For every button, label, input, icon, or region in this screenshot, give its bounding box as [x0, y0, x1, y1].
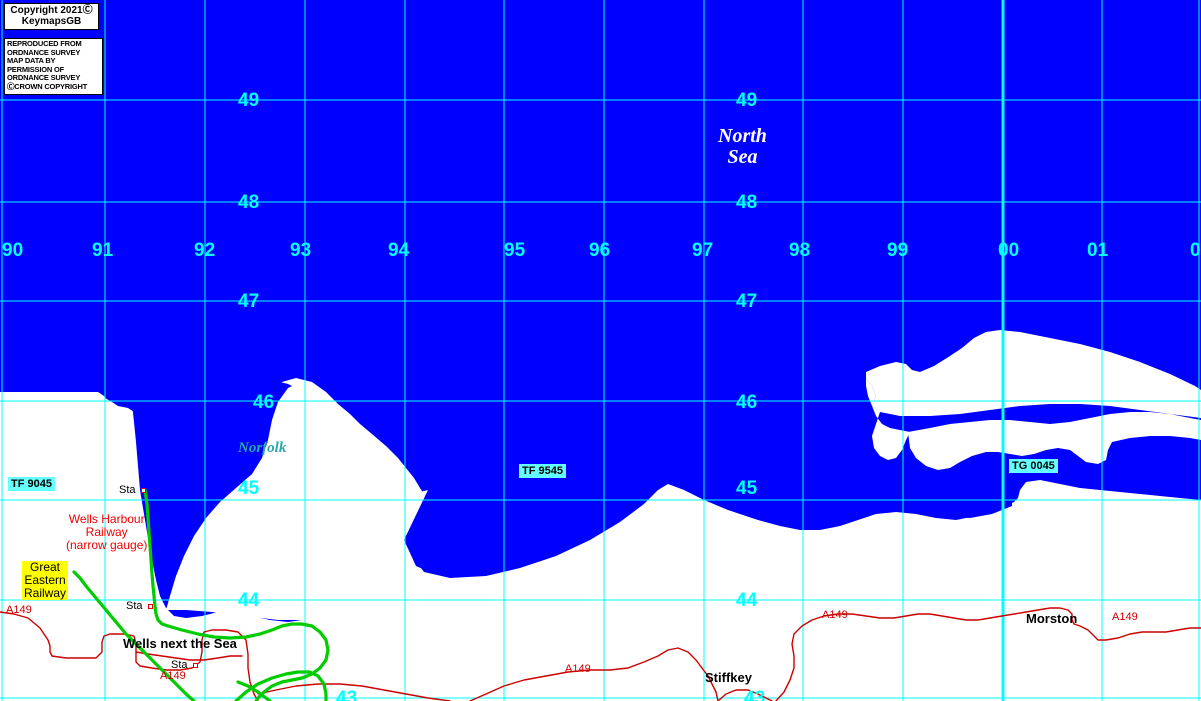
station-marker-icon-0[interactable] — [141, 488, 146, 493]
sandbank-south-lower — [1018, 488, 1201, 520]
road-label-a149-3[interactable]: A149 — [822, 609, 848, 621]
northing-label-44-11: 44 — [736, 590, 758, 611]
railway-wells-spur — [234, 670, 328, 701]
railways — [72, 488, 330, 701]
railway-label-line-0: Great — [30, 560, 61, 574]
railway-wells-spur2 — [236, 680, 272, 701]
easting-label-94-4: 94 — [388, 240, 410, 261]
railway-label-text: Wells Harbour Railway (narrow gauge) — [66, 513, 147, 552]
grid-reference-tg-0045[interactable]: TG 0045 — [1009, 456, 1058, 474]
station-marker-icon-2[interactable] — [193, 663, 198, 668]
sandbank-east-tail — [866, 378, 910, 460]
os-permission-line-2: MAP DATA BY — [7, 56, 56, 66]
northing-label-45-9: 45 — [736, 478, 758, 499]
station-label-0: Sta — [119, 484, 136, 496]
sea-name-line-1: Sea — [727, 146, 758, 168]
easting-label-01-11: 01 — [1087, 240, 1109, 261]
grid-reference-text: TF 9045 — [8, 477, 55, 491]
station-label-1: Sta — [126, 600, 143, 612]
northing-label-44-10: 44 — [238, 590, 260, 611]
os-permission-box: REPRODUCED FROM ORDNANCE SURVEY MAP DATA… — [4, 38, 103, 95]
copyright-box: Copyright 2021Ⓒ KeymapsGB — [4, 3, 99, 30]
station-marker-icon-1[interactable] — [148, 604, 153, 609]
railway-label-great-eastern-railway[interactable]: Great Eastern Railway — [22, 560, 69, 600]
station-label-2: Sta — [171, 659, 188, 671]
easting-label-97-7: 97 — [692, 240, 714, 261]
town-label-morston[interactable]: Morston — [1026, 611, 1078, 626]
railway-label-text: Great Eastern Railway — [22, 560, 69, 600]
county-name-label: Norfolk — [238, 440, 287, 456]
railway-label-line-2: (narrow gauge) — [66, 538, 148, 552]
os-permission-line-4: ORDNANCE SURVEY — [7, 73, 81, 83]
northing-label-46-7: 46 — [736, 392, 758, 413]
os-permission-line-3: PERMISSION OF — [7, 64, 64, 74]
northing-label-43-12: 43 — [336, 688, 358, 701]
sandbank-east-main — [866, 330, 1201, 418]
northing-label-47-4: 47 — [238, 291, 260, 312]
railway-label-line-1: Eastern — [24, 573, 66, 587]
sea-name-line-0: North — [718, 125, 767, 147]
road-label-a149-2[interactable]: A149 — [565, 663, 591, 675]
great-eastern-railway-line-upper — [72, 570, 88, 588]
railway-coast-east — [166, 622, 304, 640]
road-label-a149-4[interactable]: A149 — [1112, 611, 1138, 623]
northing-label-48-2: 48 — [238, 192, 260, 213]
town-label-wells-next-the-sea[interactable]: Wells next the Sea — [123, 636, 237, 651]
northing-label-43-13: 43 — [744, 688, 766, 701]
northing-label-46-6: 46 — [253, 392, 275, 413]
easting-label-95-5: 95 — [504, 240, 526, 261]
os-permission-line-0: REPRODUCED FROM — [7, 39, 82, 48]
road-label-a149-1[interactable]: A149 — [160, 670, 186, 682]
grid-reference-tf-9545[interactable]: TF 9545 — [519, 461, 566, 479]
northing-label-48-3: 48 — [736, 192, 758, 213]
easting-label-91-1: 91 — [92, 240, 114, 261]
easting-label-0-12: 0 — [1190, 240, 1201, 261]
easting-label-90-0: 90 — [2, 240, 24, 261]
road-a149-mid — [257, 683, 451, 701]
copyright-line-1: KeymapsGB — [21, 16, 82, 27]
town-label-stiffkey[interactable]: Stiffkey — [705, 670, 752, 685]
railway-label-line-2: Railway — [24, 586, 67, 600]
northing-label-49-1: 49 — [736, 90, 758, 111]
great-eastern-railway-line — [84, 584, 196, 701]
holkham-sands — [0, 392, 106, 400]
easting-label-98-8: 98 — [789, 240, 811, 261]
northing-label-49-0: 49 — [238, 90, 260, 111]
easting-label-00-10: 00 — [998, 240, 1020, 261]
railway-label-line-1: Railway — [85, 525, 128, 539]
sea-name-label: North Sea — [718, 126, 767, 168]
road-label-a149-0[interactable]: A149 — [6, 604, 32, 616]
easting-label-92-2: 92 — [194, 240, 216, 261]
road-a149-east — [775, 607, 1201, 701]
railway-label-wells-harbour-railway[interactable]: Wells Harbour Railway (narrow gauge) — [66, 513, 147, 552]
easting-label-93-3: 93 — [290, 240, 312, 261]
easting-label-96-6: 96 — [589, 240, 611, 261]
northing-label-47-5: 47 — [736, 291, 758, 312]
wells-harbour-railway-line — [143, 488, 170, 628]
railway-label-line-0: Wells Harbour — [68, 512, 145, 526]
beach-west — [0, 398, 120, 701]
roads — [0, 607, 1201, 701]
road-minor-wells — [135, 651, 243, 661]
road-a149-stiffkey-w — [469, 647, 719, 701]
road-a149-west — [0, 611, 259, 701]
copyright-line-0: Copyright 2021Ⓒ — [10, 5, 93, 16]
grid-reference-text: TG 0045 — [1009, 459, 1058, 473]
easting-label-99-9: 99 — [887, 240, 909, 261]
northing-label-45-8: 45 — [238, 478, 260, 499]
creek-stiffkey — [412, 466, 1012, 578]
road-a149-stiffkey-e — [717, 689, 773, 701]
os-permission-line-5: ⒸCROWN COPYRIGHT — [7, 81, 88, 91]
os-permission-line-1: ORDNANCE SURVEY — [7, 47, 81, 57]
coastal-creeks — [412, 466, 1012, 578]
grid-reference-text: TF 9545 — [519, 464, 566, 478]
sandbank-east-lower — [908, 412, 1201, 470]
grid-reference-tf-9045[interactable]: TF 9045 — [8, 474, 55, 492]
